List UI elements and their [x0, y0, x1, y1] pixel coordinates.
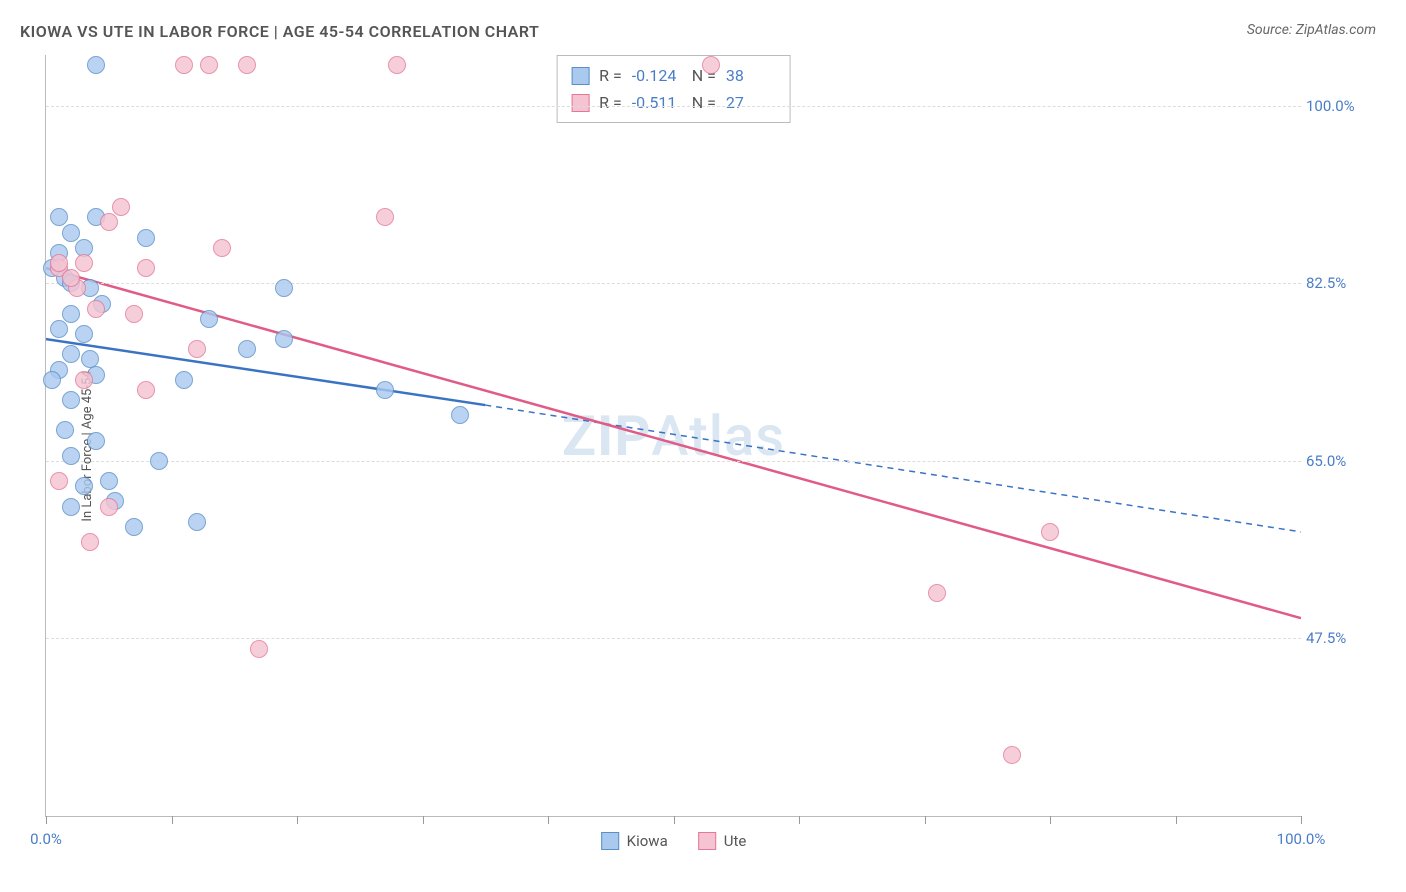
x-tick-label: 0.0%: [30, 830, 62, 848]
data-point: [62, 345, 80, 363]
data-point: [125, 305, 143, 323]
kiowa-legend-swatch: [601, 832, 619, 850]
data-point: [213, 239, 231, 257]
data-point: [62, 224, 80, 242]
data-point: [275, 330, 293, 348]
data-point: [376, 381, 394, 399]
gridline: [46, 638, 1301, 639]
data-point: [87, 300, 105, 318]
kiowa-swatch: [571, 67, 589, 85]
kiowa-n-value: 38: [726, 62, 776, 89]
data-point: [200, 56, 218, 74]
x-tick: [548, 816, 549, 824]
gridline: [46, 283, 1301, 284]
data-point: [238, 56, 256, 74]
data-point: [137, 229, 155, 247]
kiowa-legend-label: Kiowa: [627, 832, 668, 850]
data-point: [50, 208, 68, 226]
x-tick: [1301, 816, 1302, 824]
y-tick-label: 65.0%: [1306, 452, 1391, 470]
stats-row-ute: R = -0.511 N = 27: [571, 89, 776, 116]
x-tick: [297, 816, 298, 824]
data-point: [137, 259, 155, 277]
x-tick: [925, 816, 926, 824]
data-point: [62, 498, 80, 516]
data-point: [87, 56, 105, 74]
data-point: [137, 381, 155, 399]
data-point: [150, 452, 168, 470]
y-tick-label: 82.5%: [1306, 274, 1391, 292]
legend-item-kiowa: Kiowa: [601, 832, 668, 850]
data-point: [43, 371, 61, 389]
data-point: [75, 254, 93, 272]
ute-legend-swatch: [698, 832, 716, 850]
chart-container: KIOWA VS UTE IN LABOR FORCE | AGE 45-54 …: [0, 0, 1406, 892]
data-point: [175, 371, 193, 389]
data-point: [62, 305, 80, 323]
data-point: [62, 391, 80, 409]
data-point: [702, 56, 720, 74]
n-label: N =: [692, 89, 716, 116]
data-point: [388, 56, 406, 74]
ute-n-value: 27: [726, 89, 776, 116]
data-point: [275, 279, 293, 297]
data-point: [62, 269, 80, 287]
trend-lines: [46, 55, 1301, 816]
data-point: [188, 340, 206, 358]
data-point: [75, 325, 93, 343]
x-tick: [423, 816, 424, 824]
data-point: [451, 406, 469, 424]
y-tick-label: 100.0%: [1306, 97, 1391, 115]
data-point: [75, 477, 93, 495]
stats-legend-box: R = -0.124 N = 38 R = -0.511 N = 27: [556, 55, 791, 123]
x-tick: [1176, 816, 1177, 824]
x-tick: [674, 816, 675, 824]
ute-r-value: -0.511: [632, 89, 682, 116]
data-point: [75, 371, 93, 389]
data-point: [175, 56, 193, 74]
data-point: [50, 254, 68, 272]
ute-legend-label: Ute: [724, 832, 747, 850]
data-point: [376, 208, 394, 226]
r-label: R =: [599, 89, 622, 116]
data-point: [1003, 746, 1021, 764]
data-point: [1041, 523, 1059, 541]
ute-swatch: [571, 94, 589, 112]
data-point: [87, 432, 105, 450]
source-attribution: Source: ZipAtlas.com: [1247, 22, 1376, 38]
gridline: [46, 461, 1301, 462]
kiowa-r-value: -0.124: [632, 62, 682, 89]
x-tick: [799, 816, 800, 824]
data-point: [200, 310, 218, 328]
series-legend: Kiowa Ute: [601, 832, 747, 850]
x-tick-label: 100.0%: [1277, 830, 1326, 848]
data-point: [81, 533, 99, 551]
data-point: [56, 421, 74, 439]
chart-title: KIOWA VS UTE IN LABOR FORCE | AGE 45-54 …: [20, 22, 539, 41]
data-point: [50, 320, 68, 338]
data-point: [100, 472, 118, 490]
data-point: [125, 518, 143, 536]
plot-area: ZIPAtlas R = -0.124 N = 38 R = -0.511 N …: [45, 55, 1301, 817]
data-point: [62, 447, 80, 465]
watermark: ZIPAtlas: [562, 403, 785, 469]
stats-row-kiowa: R = -0.124 N = 38: [571, 62, 776, 89]
data-point: [100, 498, 118, 516]
x-tick: [172, 816, 173, 824]
data-point: [250, 640, 268, 658]
data-point: [50, 472, 68, 490]
y-tick-label: 47.5%: [1306, 629, 1391, 647]
data-point: [100, 213, 118, 231]
r-label: R =: [599, 62, 622, 89]
data-point: [928, 584, 946, 602]
x-tick: [1050, 816, 1051, 824]
data-point: [112, 198, 130, 216]
x-tick: [46, 816, 47, 824]
gridline: [46, 106, 1301, 107]
data-point: [238, 340, 256, 358]
data-point: [188, 513, 206, 531]
legend-item-ute: Ute: [698, 832, 747, 850]
